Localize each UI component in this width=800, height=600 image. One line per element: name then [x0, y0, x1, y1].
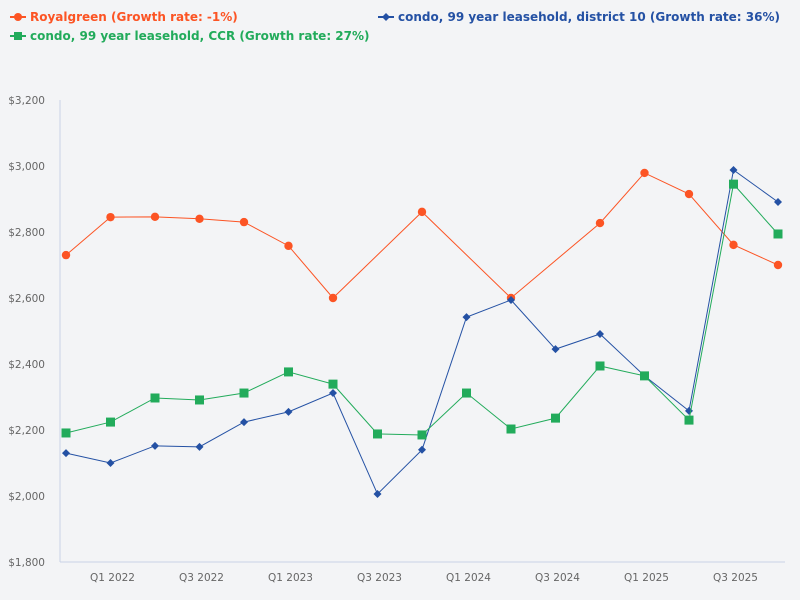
- data-point[interactable]: [106, 459, 115, 467]
- x-tick-label: Q1 2023: [268, 572, 313, 584]
- data-point[interactable]: [239, 388, 249, 398]
- data-point[interactable]: [773, 260, 783, 270]
- data-point[interactable]: [417, 207, 427, 217]
- data-point[interactable]: [462, 313, 471, 322]
- x-tick-label: Q3 2024: [535, 572, 580, 584]
- data-point[interactable]: [595, 361, 605, 371]
- series-line: [65, 172, 779, 299]
- data-point[interactable]: [328, 379, 338, 389]
- data-point[interactable]: [284, 367, 293, 377]
- legend-label: condo, 99 year leasehold, CCR (Growth ra…: [30, 29, 370, 43]
- x-tick-label: Q3 2025: [713, 572, 758, 584]
- data-point[interactable]: [729, 240, 738, 250]
- data-point[interactable]: [106, 212, 115, 222]
- y-tick-label: $2,000: [8, 491, 45, 503]
- data-point[interactable]: [239, 217, 249, 227]
- data-point[interactable]: [328, 293, 338, 303]
- data-point[interactable]: [329, 389, 337, 398]
- y-tick-label: $2,200: [8, 425, 45, 437]
- data-point[interactable]: [551, 345, 560, 354]
- y-tick-label: $2,800: [8, 227, 45, 239]
- y-tick-label: $2,600: [8, 293, 45, 305]
- data-point[interactable]: [150, 212, 160, 222]
- y-tick-label: $1,800: [8, 557, 45, 569]
- data-point[interactable]: [595, 218, 605, 228]
- data-point[interactable]: [195, 214, 204, 223]
- diamond-marker-icon: [378, 13, 394, 21]
- data-point[interactable]: [61, 428, 71, 438]
- x-tick-label: Q1 2022: [90, 572, 135, 584]
- data-point[interactable]: [240, 418, 248, 427]
- data-point[interactable]: [284, 241, 293, 251]
- data-point[interactable]: [106, 417, 115, 427]
- y-tick-label: $3,200: [8, 95, 45, 107]
- data-point[interactable]: [596, 329, 604, 338]
- data-point[interactable]: [774, 197, 782, 206]
- legend-item-royalgreen[interactable]: Royalgreen (Growth rate: -1%): [10, 10, 238, 24]
- circle-marker-icon: [10, 13, 26, 21]
- data-point[interactable]: [373, 490, 382, 499]
- data-point[interactable]: [551, 413, 560, 423]
- data-point[interactable]: [506, 424, 516, 434]
- data-point[interactable]: [684, 189, 694, 199]
- data-point[interactable]: [373, 429, 382, 439]
- data-point[interactable]: [640, 371, 649, 381]
- data-point[interactable]: [417, 430, 427, 440]
- data-point[interactable]: [151, 441, 159, 450]
- y-tick-label: $3,000: [8, 161, 45, 173]
- legend-label: Royalgreen (Growth rate: -1%): [30, 10, 238, 24]
- series-0: [61, 168, 783, 303]
- legend-item-ccr[interactable]: condo, 99 year leasehold, CCR (Growth ra…: [10, 29, 370, 43]
- x-tick-label: Q3 2022: [179, 572, 224, 584]
- data-point[interactable]: [507, 295, 515, 304]
- data-point[interactable]: [284, 407, 293, 416]
- data-point[interactable]: [150, 393, 160, 403]
- data-point[interactable]: [62, 449, 70, 458]
- data-point[interactable]: [773, 229, 783, 239]
- data-point[interactable]: [61, 250, 71, 260]
- data-point[interactable]: [195, 442, 204, 451]
- x-tick-label: Q1 2024: [446, 572, 491, 584]
- data-point[interactable]: [729, 165, 738, 174]
- x-tick-label: Q1 2025: [624, 572, 669, 584]
- data-point[interactable]: [684, 415, 694, 425]
- square-marker-icon: [10, 32, 26, 40]
- legend-item-district10[interactable]: condo, 99 year leasehold, district 10 (G…: [378, 10, 780, 24]
- y-tick-label: $2,400: [8, 359, 45, 371]
- data-point[interactable]: [729, 179, 738, 189]
- data-point[interactable]: [462, 388, 471, 398]
- data-point[interactable]: [640, 168, 649, 178]
- x-tick-label: Q3 2023: [357, 572, 402, 584]
- series-2: [61, 179, 783, 440]
- series-line: [65, 169, 779, 495]
- data-point[interactable]: [418, 445, 426, 454]
- legend-label: condo, 99 year leasehold, district 10 (G…: [398, 10, 780, 24]
- data-point[interactable]: [195, 395, 204, 405]
